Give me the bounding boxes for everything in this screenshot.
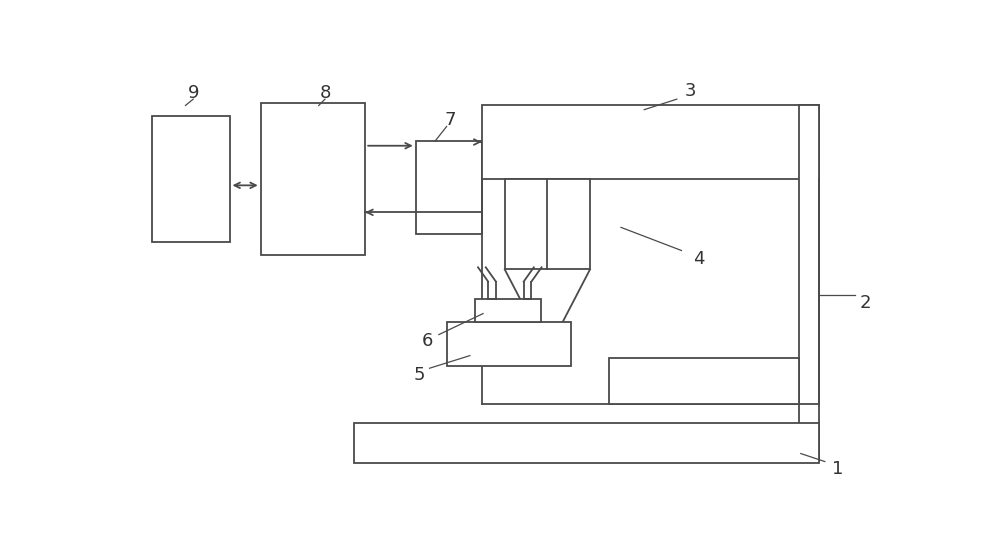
Text: 8: 8 xyxy=(319,84,331,102)
Bar xyxy=(609,358,799,404)
Bar xyxy=(475,299,541,322)
Bar xyxy=(354,423,819,463)
Bar xyxy=(152,116,230,242)
Bar xyxy=(416,141,482,234)
Bar xyxy=(799,105,819,461)
Text: 7: 7 xyxy=(445,111,456,129)
Text: 6: 6 xyxy=(422,332,433,350)
Text: 4: 4 xyxy=(693,250,704,268)
Text: 3: 3 xyxy=(685,82,696,100)
Text: 5: 5 xyxy=(414,365,425,383)
Bar xyxy=(261,103,365,254)
Text: 2: 2 xyxy=(859,294,871,312)
Text: 9: 9 xyxy=(187,84,199,102)
Bar xyxy=(482,105,819,179)
Bar xyxy=(505,179,590,269)
Bar xyxy=(447,322,571,366)
Text: 1: 1 xyxy=(832,460,844,478)
